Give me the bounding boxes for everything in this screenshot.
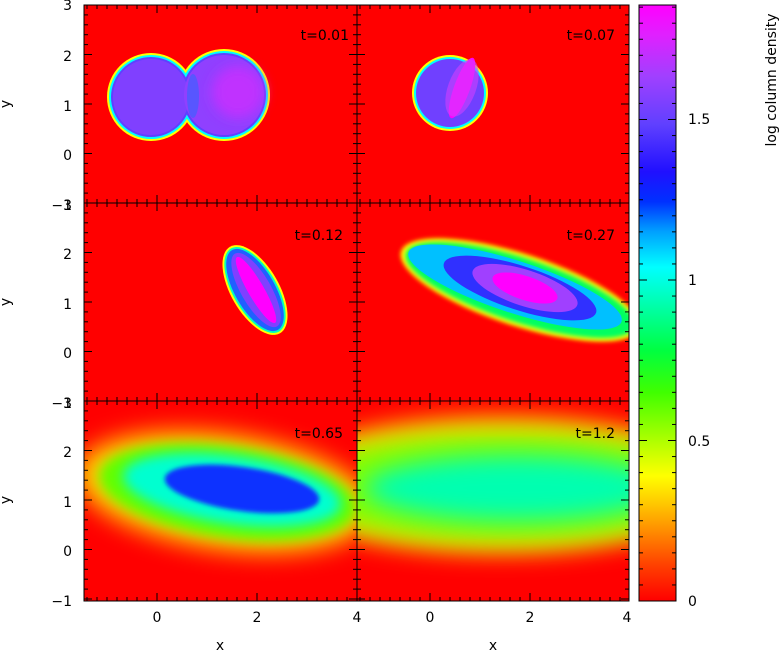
y-axis-labels: y y y (0, 100, 14, 504)
y-tick-label: 2 (63, 247, 72, 263)
colorbar-tick-label: 0.5 (688, 434, 710, 450)
tick-marks (84, 4, 629, 601)
y-tick-label: 2 (63, 49, 72, 65)
x-tick-label: 4 (623, 610, 632, 626)
y-tick-label: 0 (63, 148, 72, 164)
panel-t012-image (222, 245, 288, 335)
panel-label-t007: t=0.07 (567, 28, 615, 44)
y-tick-label: 0 (63, 346, 72, 362)
x-tick-labels: 0 2 4 0 2 4 (153, 610, 632, 626)
colorbar-ticks (639, 6, 676, 602)
x-tick-label: 4 (353, 610, 362, 626)
colorbar-tick-label: 0 (688, 594, 697, 610)
y-tick-label: 3 (63, 396, 72, 412)
x-tick-label: 2 (526, 610, 535, 626)
panel-t12-image (357, 417, 629, 553)
panel-t065-image (84, 430, 357, 554)
colorbar: 0 0.5 1 1.5 log column density (638, 4, 780, 610)
y-tick-label: −1 (51, 594, 72, 610)
panel-label-t012: t=0.12 (295, 228, 343, 244)
panel-t027-image (400, 238, 629, 342)
x-tick-label: 2 (253, 610, 262, 626)
y-tick-label: −1 (51, 198, 72, 214)
panel-label-t065: t=0.65 (295, 426, 343, 442)
panel-t001-image (107, 49, 270, 141)
y-tick-label: 3 (63, 0, 72, 14)
colorbar-label: log column density (764, 13, 780, 146)
x-tick-label: 0 (426, 610, 435, 626)
panel-label-t001: t=0.01 (301, 28, 349, 44)
panel-t007-image (412, 55, 488, 131)
y-axis-label: y (0, 298, 14, 306)
y-tick-labels: 3 2 1 0 −1 3 2 1 0 −1 3 2 1 0 −1 (51, 0, 72, 610)
x-axis-labels: x x (216, 638, 497, 654)
y-tick-label: −1 (51, 396, 72, 412)
x-axis-label: x (216, 638, 224, 654)
x-axis-label: x (489, 638, 497, 654)
y-axis-label: y (0, 496, 14, 504)
colorbar-gradient (638, 4, 677, 602)
y-tick-label: 1 (63, 99, 72, 115)
y-axis-label: y (0, 100, 14, 108)
colorbar-tick-label: 1 (688, 273, 697, 289)
y-tick-label: 1 (63, 495, 72, 511)
panel-label-t12: t=1.2 (576, 426, 615, 442)
colorbar-tick-label: 1.5 (688, 112, 710, 128)
x-tick-label: 0 (153, 610, 162, 626)
panel-labels: t=0.01 t=0.07 t=0.12 t=0.27 t=0.65 t=1.2 (295, 28, 615, 442)
y-tick-label: 2 (63, 445, 72, 461)
y-tick-label: 1 (63, 297, 72, 313)
y-tick-label: 0 (63, 544, 72, 560)
y-tick-label: 3 (63, 198, 72, 214)
panel-label-t027: t=0.27 (567, 228, 615, 244)
